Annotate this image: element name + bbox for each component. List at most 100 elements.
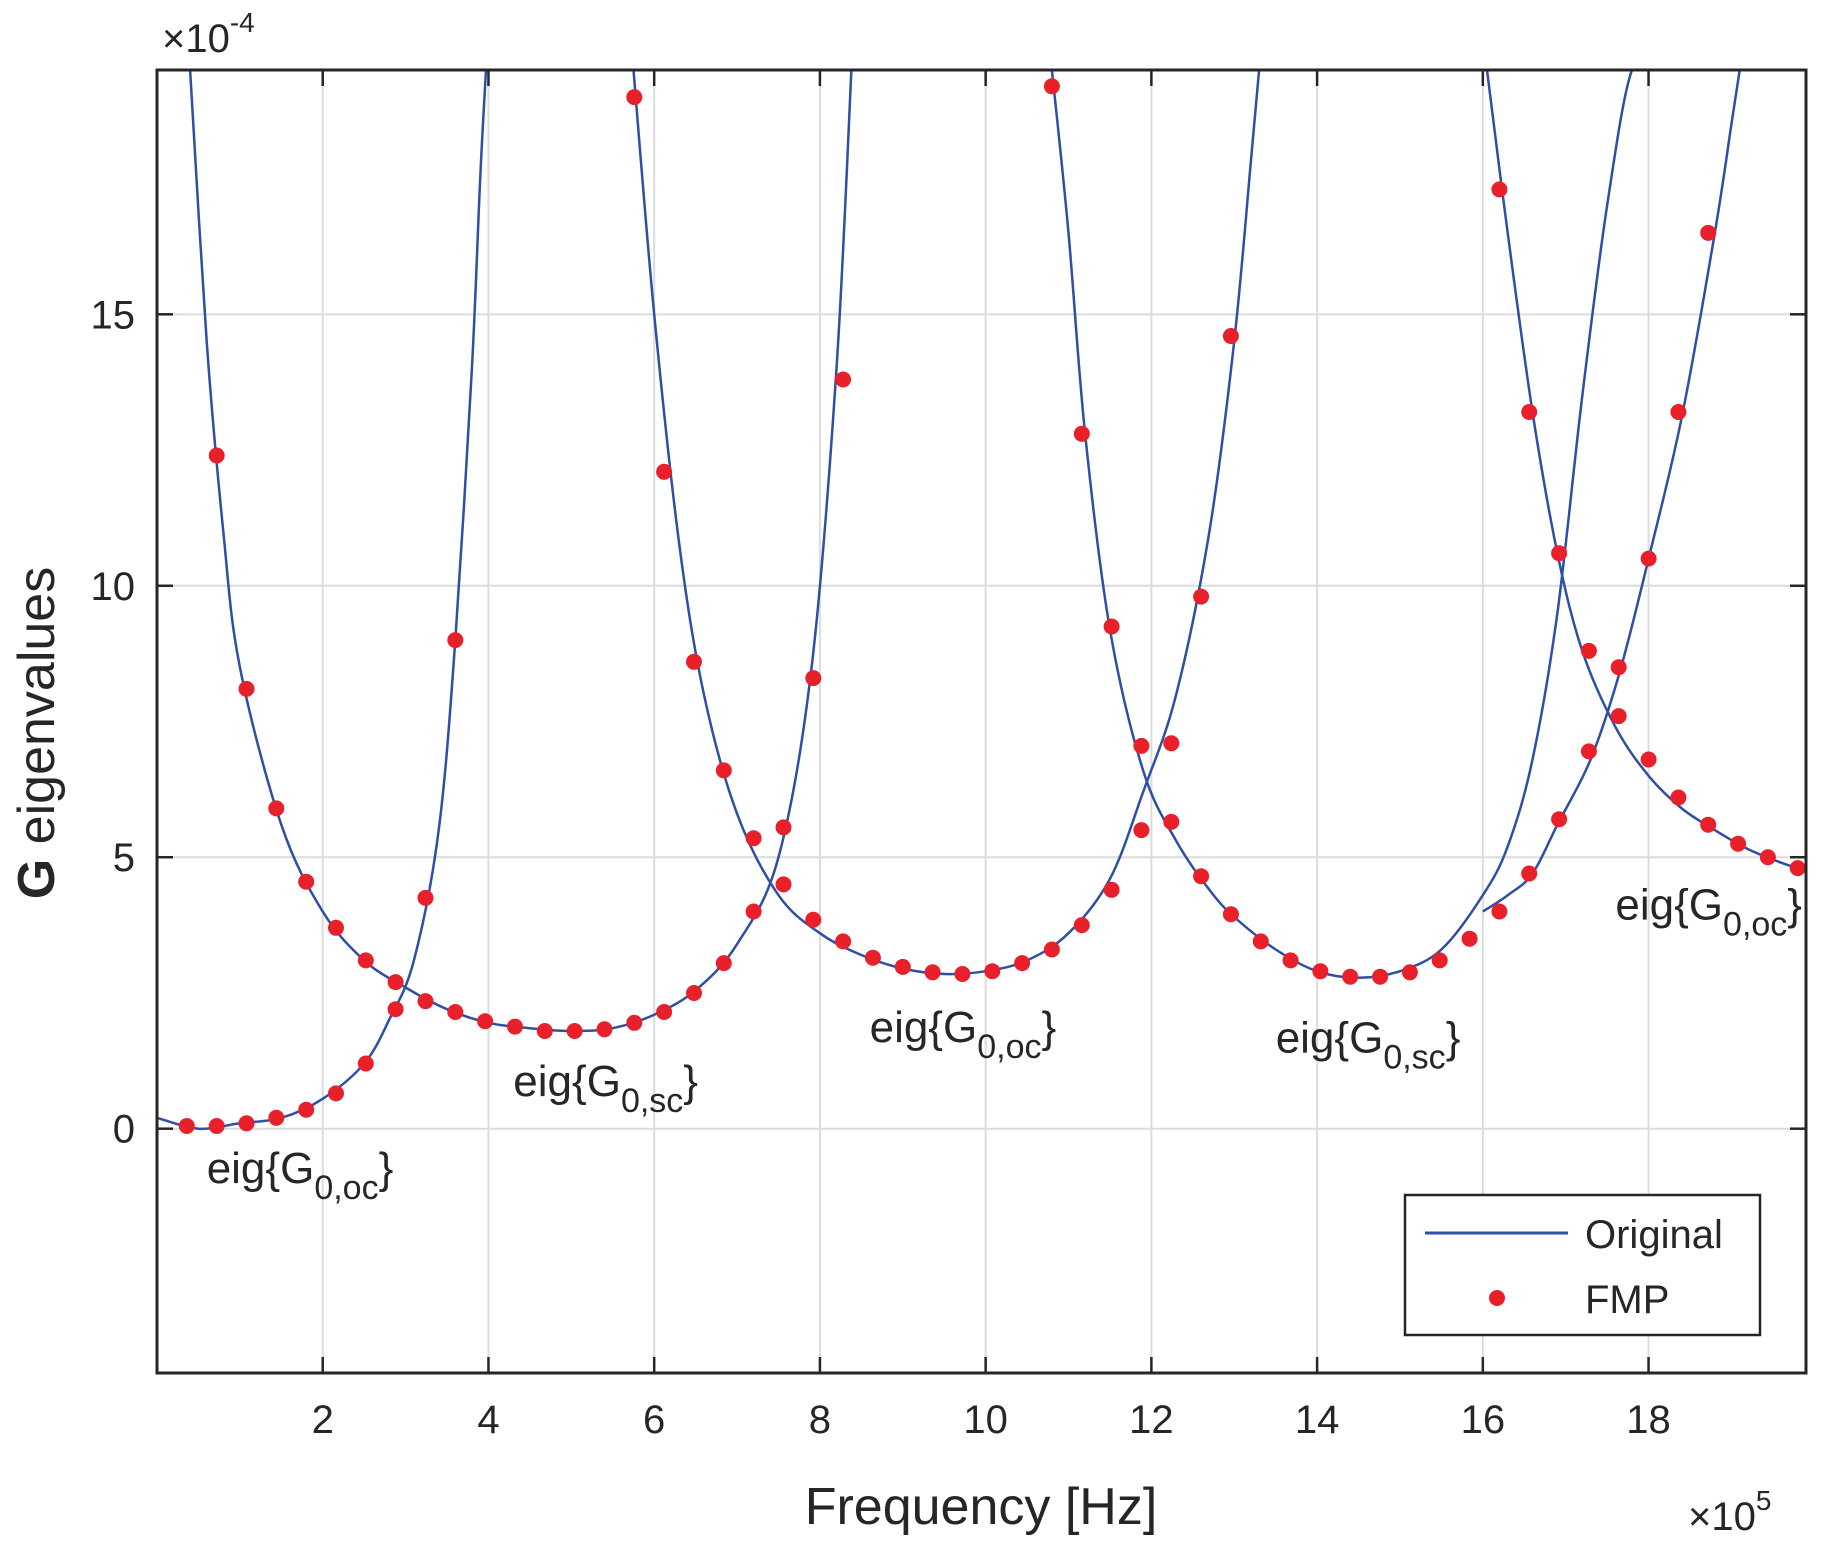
fmp-point: [298, 873, 315, 890]
fmp-point: [1133, 737, 1150, 754]
annotation-subscript: 0,sc: [621, 1082, 683, 1120]
annotation-base: eig{G: [207, 1144, 315, 1193]
fmp-point: [1700, 816, 1717, 833]
y-axis-label-rest: eigenvalues: [8, 567, 66, 859]
fmp-point: [1521, 865, 1538, 882]
fmp-point: [328, 1085, 344, 1102]
fmp-point: [1193, 868, 1210, 885]
fmp-point: [686, 653, 702, 670]
legend: Original FMP: [1403, 1193, 1762, 1337]
annotation-close: }: [683, 1057, 698, 1106]
fmp-point: [1312, 963, 1329, 980]
fmp-point: [1610, 659, 1627, 676]
fmp-point: [1640, 550, 1657, 567]
fmp-point: [1580, 642, 1597, 659]
legend-fmp-swatch: [1489, 1290, 1505, 1306]
fmp-point: [835, 371, 852, 388]
fmp-point: [745, 830, 762, 847]
x-tick-label: 18: [1626, 1398, 1671, 1442]
fmp-point: [1163, 735, 1180, 752]
fmp-point: [1670, 404, 1687, 420]
fmp-point: [954, 966, 971, 982]
annotation-base: eig{G: [1615, 881, 1723, 930]
legend-original-label: Original: [1585, 1213, 1723, 1257]
fmp-point: [805, 670, 822, 687]
fmp-point: [238, 680, 255, 697]
fmp-point: [298, 1101, 315, 1118]
annotation-label-3: eig{G0,oc}: [870, 1003, 1057, 1066]
fmp-point: [1610, 708, 1627, 725]
annotation-subscript: 0,sc: [1383, 1039, 1445, 1077]
grid-lines: [157, 70, 1806, 1373]
fmp-point: [328, 919, 344, 936]
x-tick-label: 4: [477, 1398, 499, 1442]
fmp-point: [1103, 618, 1120, 635]
fmp-point: [447, 632, 464, 649]
plot-frame: [155, 68, 1808, 1375]
y-tick-label: 10: [91, 565, 136, 609]
legend-fmp-label: FMP: [1585, 1278, 1669, 1322]
fmp-point: [1580, 743, 1597, 760]
fmp-markers: [178, 78, 1806, 1134]
fmp-point: [775, 876, 792, 893]
fmp-point: [715, 762, 732, 779]
fmp-point: [894, 958, 911, 975]
fmp-point: [566, 1023, 583, 1039]
annotation-base: eig{G: [870, 1003, 978, 1052]
fmp-point: [1670, 789, 1687, 806]
fmp-point: [1103, 881, 1120, 898]
fmp-point: [447, 1004, 464, 1020]
y-scale-factor: ×10-4: [162, 7, 255, 61]
fmp-point: [1073, 917, 1090, 934]
fmp-point: [686, 985, 702, 1001]
x-tick-label: 12: [1129, 1398, 1174, 1442]
fmp-point: [387, 1001, 404, 1018]
fmp-point: [268, 800, 285, 817]
annotation-base: eig{G: [513, 1057, 621, 1106]
x-axis-label: Frequency [Hz]: [805, 1478, 1158, 1536]
fmp-point: [1401, 964, 1418, 981]
fmp-point: [357, 952, 374, 969]
fmp-point: [656, 1004, 673, 1020]
annotation-label-1: eig{G0,oc}: [207, 1144, 394, 1207]
annotation-subscript: 0,oc: [977, 1028, 1041, 1066]
axis-ticks: 2 4 6 8 10 12 14 16 18 0 5 10 15: [91, 70, 1806, 1442]
fmp-point: [1700, 224, 1717, 241]
fmp-point: [1252, 933, 1269, 950]
fmp-point: [1222, 328, 1239, 344]
fmp-point: [1342, 968, 1359, 985]
fmp-point: [1193, 588, 1210, 605]
fmp-point: [178, 1118, 195, 1134]
x-scale-exponent: 5: [1756, 1485, 1772, 1516]
fmp-point: [208, 447, 225, 464]
fmp-point: [1043, 941, 1060, 958]
branch-annotations: eig{G0,oc}eig{G0,sc}eig{G0,oc} eig{G0,sc}…: [207, 881, 1802, 1207]
x-tick-label: 14: [1295, 1398, 1340, 1442]
annotation-close: }: [379, 1144, 394, 1193]
y-scale-exponent: -4: [230, 7, 255, 38]
original-curve-segment-5: [1485, 70, 1806, 872]
x-scale-factor: ×105: [1688, 1485, 1771, 1539]
fmp-point: [596, 1021, 613, 1038]
fmp-point: [1431, 952, 1448, 969]
annotation-label-5: eig{G0,oc}: [1615, 881, 1802, 944]
fmp-point: [835, 933, 852, 950]
fmp-point: [477, 1013, 494, 1030]
x-tick-label: 6: [643, 1398, 665, 1442]
fmp-point: [1133, 822, 1150, 839]
legend-box: [1403, 1193, 1762, 1337]
fmp-point: [238, 1115, 255, 1132]
fmp-point: [1372, 968, 1389, 985]
fmp-point: [626, 1014, 643, 1031]
fmp-point: [1551, 545, 1568, 562]
fmp-point: [1551, 811, 1568, 828]
fmp-point: [507, 1018, 523, 1035]
fmp-point: [1163, 813, 1180, 830]
annotation-close: }: [1446, 1014, 1461, 1063]
fmp-point: [1521, 404, 1538, 420]
fmp-point: [1759, 849, 1776, 866]
annotation-close: }: [1042, 1003, 1057, 1052]
y-tick-label: 5: [113, 836, 135, 880]
y-axis-label: G eigenvalues: [8, 567, 66, 899]
annotation-label-2: eig{G0,sc}: [513, 1057, 698, 1120]
